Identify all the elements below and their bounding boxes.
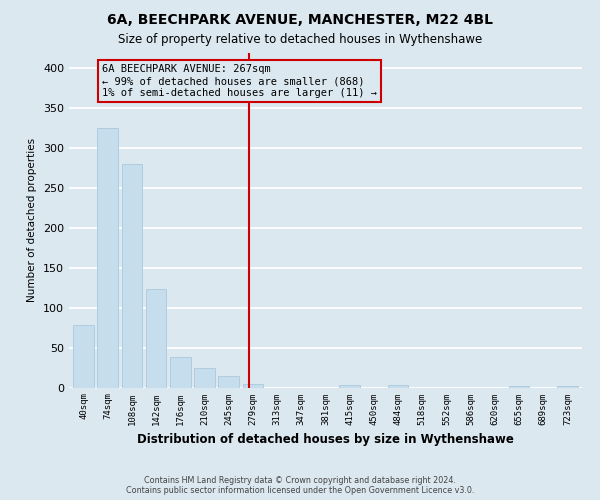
Text: Size of property relative to detached houses in Wythenshawe: Size of property relative to detached ho… <box>118 32 482 46</box>
Bar <box>340 385 360 388</box>
Bar <box>122 164 142 388</box>
Bar <box>509 386 529 388</box>
Y-axis label: Number of detached properties: Number of detached properties <box>28 138 37 302</box>
X-axis label: Distribution of detached houses by size in Wythenshawe: Distribution of detached houses by size … <box>137 433 514 446</box>
Bar <box>97 128 118 388</box>
Text: 6A BEECHPARK AVENUE: 267sqm
← 99% of detached houses are smaller (868)
1% of sem: 6A BEECHPARK AVENUE: 267sqm ← 99% of det… <box>101 64 377 98</box>
Bar <box>218 376 239 388</box>
Bar <box>146 290 166 388</box>
Bar <box>73 326 94 388</box>
Bar <box>557 386 578 388</box>
Text: Contains public sector information licensed under the Open Government Licence v3: Contains public sector information licen… <box>126 486 474 495</box>
Text: Contains HM Land Registry data © Crown copyright and database right 2024.: Contains HM Land Registry data © Crown c… <box>144 476 456 485</box>
Text: 6A, BEECHPARK AVENUE, MANCHESTER, M22 4BL: 6A, BEECHPARK AVENUE, MANCHESTER, M22 4B… <box>107 12 493 26</box>
Bar <box>242 384 263 388</box>
Bar <box>194 368 215 388</box>
Bar <box>170 357 191 388</box>
Bar <box>388 385 409 388</box>
